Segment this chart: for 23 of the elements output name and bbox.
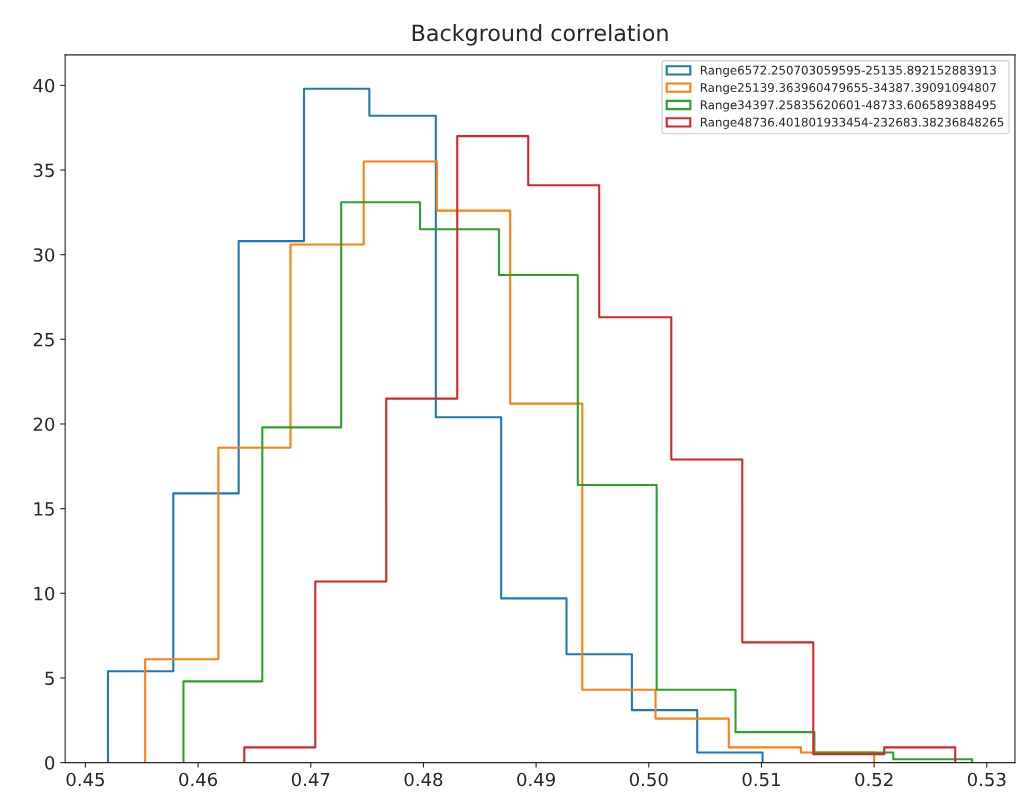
- x-tick-label: 0.46: [179, 772, 218, 787]
- legend-label: Range6572.250703059595-25135.892152883913: [700, 65, 996, 77]
- legend-label: Range25139.363960479655-34387.39091094807: [700, 83, 996, 95]
- legend-label: Range34397.25835620601-48733.606589388495: [700, 100, 996, 112]
- y-tick-label: 20: [33, 417, 55, 432]
- x-tick-label: 0.50: [629, 772, 668, 787]
- x-tick-label: 0.49: [517, 772, 555, 787]
- x-tick-label: 0.51: [742, 772, 780, 787]
- chart-title: Background correlation: [412, 24, 668, 46]
- y-tick-label: 35: [33, 163, 54, 178]
- y-tick-label: 5: [45, 671, 54, 686]
- y-tick-label: 15: [34, 502, 54, 516]
- y-tick-label: 10: [34, 586, 55, 601]
- y-tick-label: 25: [33, 332, 54, 347]
- y-tick-label: 30: [33, 248, 55, 262]
- x-tick-label: 0.47: [291, 772, 330, 787]
- x-tick-label: 0.48: [404, 772, 443, 787]
- x-tick-label: 0.53: [967, 772, 1006, 787]
- y-tick-label: 40: [33, 78, 55, 93]
- x-tick-label: 0.45: [66, 772, 104, 787]
- legend-label: Range48736.401801933454-232683.38236848265: [700, 117, 1004, 129]
- x-tick-label: 0.52: [855, 772, 893, 787]
- y-tick-label: 0: [45, 756, 55, 770]
